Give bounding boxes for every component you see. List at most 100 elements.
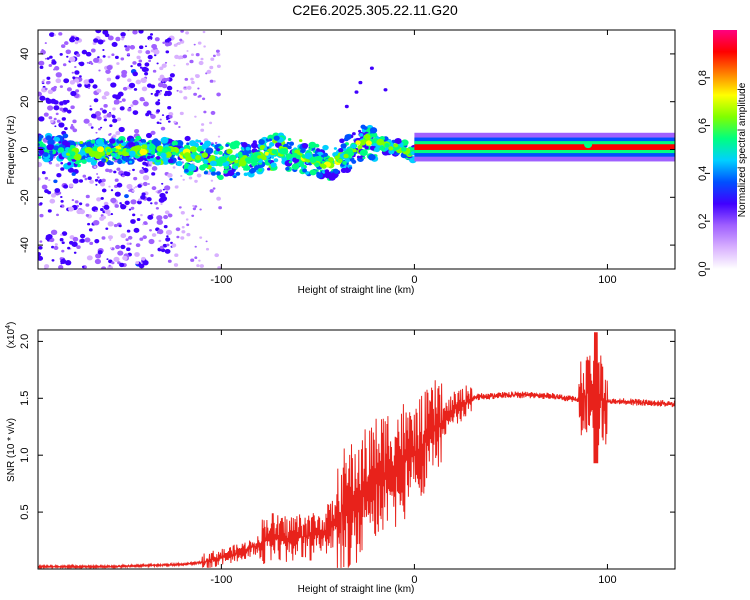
spectral-blob (301, 142, 309, 149)
spectral-blob (212, 187, 216, 190)
spectral-blob (160, 248, 166, 253)
spectral-blob (94, 258, 102, 265)
spectral-blob (134, 129, 140, 134)
spectral-blob (215, 171, 221, 176)
spectral-blob (71, 199, 75, 202)
spectral-blob (263, 147, 268, 151)
spectral-blob (114, 178, 119, 182)
spectral-blob (162, 41, 166, 45)
spectral-blob (101, 266, 107, 269)
spectral-blob (153, 138, 159, 143)
spectral-blob (87, 87, 91, 89)
spectral-blob (138, 263, 145, 269)
spectral-blob (164, 38, 170, 44)
spectral-blob (161, 77, 168, 83)
colorbar-label: Normalized spectral amplitude (737, 82, 748, 217)
spectral-blob (95, 209, 98, 212)
spectral-blob (186, 142, 190, 146)
spectral-blob (130, 65, 133, 68)
spectral-blob (166, 243, 170, 247)
spectral-blob (218, 150, 223, 155)
spectral-blob (167, 158, 174, 164)
spectral-blob (117, 151, 123, 156)
spectral-blob (147, 35, 153, 41)
spectral-blob (45, 98, 52, 104)
spectral-blob (216, 92, 221, 97)
x-tick-label: -100 (210, 574, 232, 586)
spectral-blob (53, 33, 56, 37)
spectral-blob (195, 74, 198, 77)
spectral-blob (42, 79, 46, 82)
spectral-blob (114, 119, 118, 122)
spectral-blob (76, 245, 81, 249)
spectral-blob (176, 89, 179, 92)
spectral-blob (110, 82, 117, 88)
spectral-blob (79, 150, 86, 156)
spectral-blob (176, 140, 183, 147)
spectral-blob (197, 95, 201, 98)
spectral-blob (199, 142, 204, 146)
spectral-blob (146, 155, 151, 159)
spectral-blob (116, 117, 122, 122)
spectral-blob (132, 99, 139, 106)
spectral-blob (38, 155, 42, 159)
spectral-blob (271, 149, 278, 155)
spectral-blob (584, 141, 593, 149)
spectral-blob (137, 184, 142, 188)
spectral-blob (192, 207, 197, 211)
spectral-blob (155, 206, 159, 210)
spectral-blob (216, 148, 221, 152)
spectral-blob (85, 194, 90, 199)
spectral-blob (369, 66, 374, 70)
spectral-blob (126, 183, 133, 190)
spectral-blob (203, 163, 209, 169)
spectral-blob (321, 164, 327, 169)
spectral-blob (159, 74, 165, 79)
spectral-blob (139, 45, 144, 50)
spectral-blob (333, 147, 337, 150)
spectral-blob (61, 44, 66, 48)
spectral-blob (61, 140, 69, 146)
spectral-blob (180, 236, 185, 240)
spectral-blob (165, 229, 173, 236)
spectral-blob (194, 205, 198, 208)
spectral-blob (72, 119, 77, 124)
spectral-blob (152, 69, 157, 73)
spectral-blob (99, 179, 102, 181)
spectral-blob (189, 146, 198, 153)
spectral-blob (194, 179, 198, 183)
spectral-blob (198, 60, 204, 66)
spectral-blob (129, 242, 132, 245)
spectral-blob (194, 245, 197, 248)
spectral-blob (160, 195, 168, 202)
spectral-blob (168, 111, 174, 117)
spectral-blob (343, 136, 349, 142)
spectral-blob (63, 184, 69, 189)
spectral-blob (179, 90, 183, 94)
spectral-blob (200, 123, 205, 126)
spectral-blob (44, 87, 48, 91)
spectral-blob (90, 126, 94, 129)
spectral-blob (99, 182, 106, 187)
spectral-blob (101, 95, 107, 100)
spectral-blob (195, 154, 202, 161)
spectral-blob (51, 60, 57, 65)
spectral-blob (151, 43, 157, 49)
spectral-blob (188, 176, 193, 180)
spectral-blob (118, 137, 122, 141)
spectral-blob (164, 210, 170, 215)
spectral-blob (50, 119, 54, 123)
spectral-blob (90, 113, 97, 119)
spectral-blob (108, 133, 111, 136)
spectral-blob (41, 184, 48, 190)
spectral-blob (291, 163, 300, 170)
spectral-blob (130, 219, 136, 224)
spectral-blob (112, 107, 116, 111)
spectral-blob (105, 168, 110, 173)
spectral-blob (154, 201, 158, 205)
spectral-blob (132, 110, 139, 115)
spectral-blob (56, 119, 61, 123)
spectral-blob (235, 145, 240, 149)
spectral-blob (155, 101, 161, 106)
spectral-blob (174, 185, 179, 189)
